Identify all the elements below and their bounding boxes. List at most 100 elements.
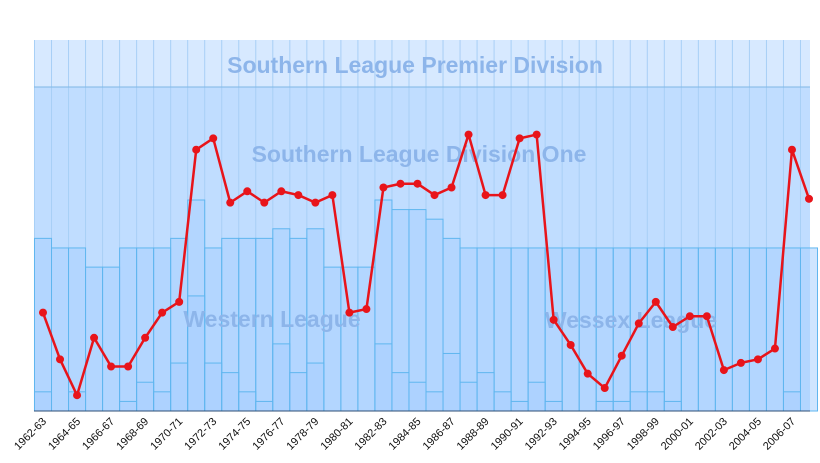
background-bar-b bbox=[153, 247, 172, 412]
data-point bbox=[685, 312, 694, 321]
x-tick-label: 2006-07 bbox=[761, 416, 798, 453]
data-point bbox=[39, 308, 47, 317]
background-bar-a bbox=[238, 391, 257, 412]
data-point bbox=[209, 134, 218, 143]
data-point bbox=[805, 194, 813, 203]
background-bar-b bbox=[33, 237, 53, 412]
data-point bbox=[447, 183, 456, 192]
x-tick-label: 1964-65 bbox=[46, 416, 83, 453]
background-bar-a bbox=[646, 391, 665, 412]
background-bar-a bbox=[391, 372, 410, 412]
background-bar-a bbox=[255, 400, 274, 412]
background-bar-b bbox=[799, 247, 819, 412]
x-tick-label: 1998-99 bbox=[625, 416, 662, 453]
x-tick-label: 1982-83 bbox=[353, 416, 390, 453]
x-tick-label: 1996-97 bbox=[591, 416, 628, 453]
x-tick-label: 2000-01 bbox=[659, 416, 696, 453]
background-bar-a bbox=[374, 343, 393, 412]
position-series bbox=[39, 130, 813, 400]
data-point bbox=[243, 187, 252, 196]
x-tick-label: 1976-77 bbox=[250, 416, 287, 453]
background-bar-a bbox=[289, 372, 308, 412]
data-point bbox=[430, 191, 439, 200]
x-tick-label: 1974-75 bbox=[216, 416, 253, 453]
data-point bbox=[719, 366, 728, 375]
data-point bbox=[413, 179, 422, 188]
data-point bbox=[498, 191, 507, 200]
background-bar-b bbox=[357, 266, 376, 412]
data-point bbox=[73, 391, 82, 400]
data-point bbox=[379, 183, 388, 192]
background-bar-b bbox=[119, 247, 138, 412]
x-tick-label: 1994-95 bbox=[557, 416, 594, 453]
background-bar-b bbox=[493, 247, 512, 412]
data-point bbox=[481, 191, 490, 200]
background-bar-a bbox=[510, 400, 529, 412]
background-bar-b bbox=[510, 247, 529, 412]
background-bar-b bbox=[51, 247, 70, 412]
x-tick-label: 1984-85 bbox=[387, 416, 424, 453]
data-point bbox=[634, 319, 643, 328]
background-bar-a bbox=[119, 400, 138, 412]
data-point bbox=[396, 179, 405, 188]
data-point bbox=[566, 340, 575, 349]
data-point bbox=[583, 369, 592, 378]
x-tick-label: 1972-73 bbox=[182, 416, 219, 453]
x-tick-label: 1962-63 bbox=[12, 416, 49, 453]
background-bar-a bbox=[612, 400, 631, 412]
x-axis-tick-labels: 1962-631964-651966-671968-691970-711972-… bbox=[12, 416, 798, 453]
data-point bbox=[651, 297, 660, 306]
background-bar-b bbox=[68, 247, 87, 412]
background-bar-b bbox=[425, 218, 444, 412]
background-bar-a bbox=[663, 400, 682, 412]
x-tick-label: 1966-67 bbox=[80, 416, 117, 453]
background-bar-a bbox=[33, 391, 53, 412]
data-point bbox=[515, 134, 524, 143]
x-tick-label: 1978-79 bbox=[284, 416, 321, 453]
background-bar-a bbox=[425, 391, 444, 412]
data-point bbox=[294, 191, 303, 200]
background-bar-a bbox=[544, 400, 563, 412]
x-tick-label: 1990-91 bbox=[489, 416, 526, 453]
background-bar-b bbox=[102, 266, 121, 412]
data-point bbox=[770, 344, 779, 353]
data-point bbox=[141, 333, 150, 342]
data-point bbox=[107, 362, 116, 371]
data-point bbox=[549, 315, 558, 324]
data-point bbox=[532, 130, 541, 139]
background-bar-b bbox=[714, 247, 733, 412]
background-bar-a bbox=[306, 362, 325, 412]
data-point bbox=[90, 333, 99, 342]
x-tick-label: 2002-03 bbox=[693, 416, 730, 453]
background-bar-a bbox=[153, 391, 172, 412]
background-bar-a bbox=[782, 391, 801, 412]
data-point bbox=[260, 198, 269, 207]
x-tick-label: 1992-93 bbox=[523, 416, 560, 453]
background-bar-a bbox=[527, 381, 546, 412]
background-bar-b bbox=[748, 247, 767, 412]
data-point bbox=[753, 355, 762, 364]
background-bar-a bbox=[204, 362, 223, 412]
background-bar-b bbox=[323, 266, 342, 412]
data-point bbox=[617, 351, 626, 360]
background-bar-a bbox=[595, 400, 614, 412]
data-point bbox=[787, 145, 796, 154]
background-bar-a bbox=[170, 362, 189, 412]
data-point bbox=[56, 355, 65, 364]
background-bar-b bbox=[731, 247, 750, 412]
data-point bbox=[345, 308, 354, 317]
x-tick-label: 1968-69 bbox=[114, 416, 151, 453]
data-point bbox=[600, 384, 609, 393]
league-label-division-one: Southern League Division One bbox=[252, 141, 587, 167]
background-bar-a bbox=[476, 372, 495, 412]
data-point bbox=[158, 308, 167, 317]
data-point bbox=[328, 191, 337, 200]
x-tick-label: 1988-89 bbox=[455, 416, 492, 453]
background-bar-b bbox=[340, 266, 359, 412]
background-bar-a bbox=[221, 372, 240, 412]
background-bar-a bbox=[629, 391, 648, 412]
data-point bbox=[362, 305, 371, 314]
background-bar-b bbox=[782, 247, 801, 412]
background-bar-a bbox=[136, 381, 155, 412]
